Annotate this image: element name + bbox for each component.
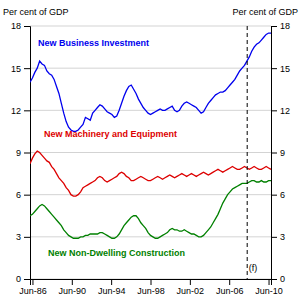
y2-axis-tick-mark [271, 279, 277, 280]
y-axis-tick: 6 [16, 190, 30, 200]
y2-axis-tick-mark [271, 195, 277, 196]
y2-axis-tick: 9 [271, 148, 285, 158]
y-axis-tick: 0 [16, 274, 30, 284]
x-tick: Jun-02 [177, 279, 205, 296]
y-axis-tick-label: 15 [11, 64, 21, 74]
axis-line [24, 27, 31, 280]
grid-line [30, 236, 271, 237]
x-tick: Jun-90 [59, 279, 87, 296]
x-tick-label: Jun-86 [19, 286, 47, 296]
y-axis-tick-mark [24, 237, 30, 238]
y2-axis-tick-mark [271, 153, 277, 154]
y2-axis-tick-label: 3 [280, 232, 285, 242]
axis-line [272, 27, 278, 280]
y2-axis-tick-label: 18 [280, 21, 290, 31]
y2-axis-tick-label: 9 [280, 148, 285, 158]
x-tick-mark [72, 279, 73, 285]
y-axis-tick: 3 [16, 232, 30, 242]
series-label: New Business Investment [38, 38, 149, 48]
x-tick: Jun-10 [255, 279, 283, 296]
series-line [30, 181, 271, 239]
y-axis-tick: 15 [11, 64, 30, 74]
y2-axis-tick: 0 [271, 274, 285, 284]
x-tick: Jun-94 [98, 279, 126, 296]
x-tick-mark [229, 279, 230, 285]
y-axis-tick-label: 3 [16, 232, 21, 242]
y-axis-tick-mark [24, 110, 30, 111]
x-tick-label: Jun-90 [59, 286, 87, 296]
y2-axis-tick-mark [271, 110, 277, 111]
y2-axis-tick-mark [271, 237, 277, 238]
plot: Jun-86 Jun-90 Jun-94 Jun-98 Jun-02 Jun-06 Jun-… [11, 21, 290, 296]
x-tick-label: Jun-06 [216, 286, 244, 296]
y2-axis-tick-mark [271, 26, 277, 27]
y-axis-title: Per cent of GDP [3, 7, 69, 17]
y2-axis-title: Per cent of GDP [232, 7, 298, 17]
series-line [30, 33, 271, 131]
y2-axis: 0 3 6 9 12 15 18 [271, 21, 290, 284]
y-axis-tick-label: 12 [11, 106, 21, 116]
grid-line [30, 26, 271, 27]
x-tick-mark [190, 279, 191, 285]
series-label: New Non-Dwelling Construction [48, 248, 185, 258]
y-axis-tick: 18 [11, 21, 30, 31]
chart: Jun-86 Jun-90 Jun-94 Jun-98 Jun-02 Jun-06 Jun-… [0, 0, 301, 301]
lines [30, 26, 271, 279]
y2-axis-tick-label: 12 [280, 106, 290, 116]
y2-axis-tick-mark [271, 68, 277, 69]
y2-axis-tick-label: 0 [280, 274, 285, 284]
grid-line [30, 152, 271, 153]
x-tick: Jun-86 [19, 279, 47, 296]
series-line [30, 151, 271, 196]
y2-axis-tick: 6 [271, 190, 285, 200]
y-axis-tick-mark [24, 153, 30, 154]
x-tick: Jun-98 [137, 279, 165, 296]
y2-axis-tick-label: 15 [280, 64, 290, 74]
y2-axis-tick: 12 [271, 106, 290, 116]
x-tick-label: Jun-02 [177, 286, 205, 296]
y-axis-tick-label: 0 [16, 274, 21, 284]
y-axis-tick-mark [24, 195, 30, 196]
annotations: (f) New Business Investment New Machinery … [38, 38, 257, 272]
forecast-line [247, 26, 248, 279]
grid-line [30, 194, 271, 195]
y-axis-tick-label: 18 [11, 21, 21, 31]
axis-line [31, 280, 272, 286]
x-tick-label: Jun-94 [98, 286, 126, 296]
x-tick-mark [111, 279, 112, 285]
y-axis-tick: 12 [11, 106, 30, 116]
x-tick-label: Jun-10 [255, 286, 283, 296]
grid-line [30, 110, 271, 111]
y-axis-tick: 9 [16, 148, 30, 158]
x-tick-mark [151, 279, 152, 285]
y2-axis-tick: 15 [271, 64, 290, 74]
grid [30, 26, 271, 279]
grid-line [30, 68, 271, 69]
y-axis-tick-mark [24, 279, 30, 280]
y-axis-tick-label: 6 [16, 190, 21, 200]
annotation: (f) [249, 263, 258, 273]
y-axis-tick-label: 9 [16, 148, 21, 158]
x-tick-mark [269, 279, 270, 285]
x-tick-label: Jun-98 [137, 286, 165, 296]
series-label: New Machinery and Equipment [44, 129, 177, 139]
x-axis: Jun-86 Jun-90 Jun-94 Jun-98 Jun-02 Jun-06 Jun-… [19, 279, 283, 296]
y-axis-tick-mark [24, 68, 30, 69]
y2-axis-tick: 3 [271, 232, 285, 242]
x-tick-mark [32, 279, 33, 285]
x-tick: Jun-06 [216, 279, 244, 296]
y2-axis-tick: 18 [271, 21, 290, 31]
y-axis: 0 3 6 9 12 15 18 [11, 21, 31, 284]
y-axis-tick-mark [24, 26, 30, 27]
y2-axis-tick-label: 6 [280, 190, 285, 200]
